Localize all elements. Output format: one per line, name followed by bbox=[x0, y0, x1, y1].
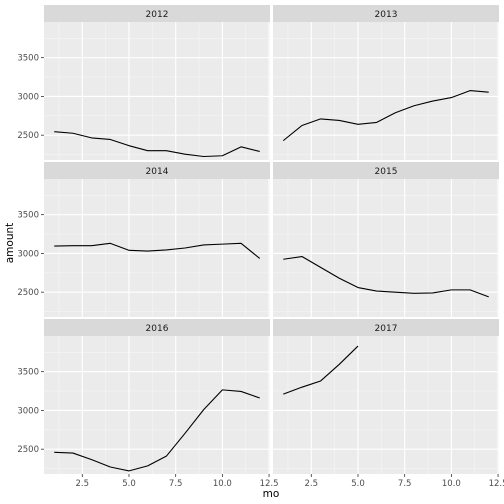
facet-2017: 2017 2.5 5.0 7.5 10.0 12.5 bbox=[273, 319, 504, 489]
facet-strip-label: 2016 bbox=[146, 324, 169, 334]
series-line-2016 bbox=[54, 389, 260, 472]
y-tick-label: 2500 bbox=[17, 445, 39, 455]
panel-background bbox=[273, 22, 499, 160]
series-line-2013 bbox=[282, 90, 489, 142]
x-tick-label: 5.0 bbox=[351, 479, 365, 489]
series-line-2012 bbox=[54, 131, 260, 158]
y-tick-label: 3500 bbox=[17, 368, 39, 378]
y-tick-label: 3000 bbox=[17, 249, 39, 259]
y-tick-label: 2500 bbox=[17, 288, 39, 298]
facet-2012: 2012 2500 3000 3500 bbox=[17, 5, 270, 160]
facet-strip-label: 2013 bbox=[375, 10, 398, 20]
series-line-2014 bbox=[54, 242, 261, 259]
facet-2016: 2016 2500 3000 3500 2.5 5.0 7.5 10.0 12.5 bbox=[17, 319, 279, 489]
x-tick-label: 2.5 bbox=[305, 479, 319, 489]
facet-strip bbox=[273, 319, 499, 336]
panel-background bbox=[44, 179, 270, 317]
panel-background bbox=[273, 336, 499, 474]
facet-strip bbox=[44, 319, 270, 336]
y-tick-label: 2500 bbox=[17, 131, 39, 141]
panel-background bbox=[44, 336, 270, 474]
y-tick-label: 3000 bbox=[17, 92, 39, 102]
facet-2014: 2014 2500 3000 3500 bbox=[17, 162, 270, 317]
facet-strip-label: 2014 bbox=[146, 167, 169, 177]
facet-strip bbox=[273, 162, 499, 179]
facet-strip bbox=[44, 162, 270, 179]
y-tick-label: 3000 bbox=[17, 406, 39, 416]
series-line-2015 bbox=[283, 255, 489, 298]
panel-background bbox=[44, 22, 270, 160]
facet-2013: 2013 bbox=[273, 5, 499, 160]
x-tick-label: 12.5 bbox=[489, 479, 504, 489]
facet-strip-label: 2012 bbox=[146, 10, 169, 20]
facet-strip bbox=[44, 5, 270, 22]
y-tick-label: 3500 bbox=[17, 211, 39, 221]
x-tick-label: 7.5 bbox=[398, 479, 412, 489]
x-tick-label: 7.5 bbox=[169, 479, 183, 489]
x-tick-label: 10.0 bbox=[442, 479, 461, 489]
facet-2015: 2015 bbox=[273, 162, 499, 317]
facet-strip-label: 2017 bbox=[375, 324, 398, 334]
facet-strip bbox=[273, 5, 499, 22]
x-tick-label: 12.5 bbox=[260, 479, 279, 489]
panel-background bbox=[273, 179, 499, 317]
x-tick-label: 2.5 bbox=[76, 479, 90, 489]
y-axis-title: amount bbox=[4, 223, 16, 264]
x-tick-label: 10.0 bbox=[213, 479, 232, 489]
x-axis-title: mo bbox=[263, 488, 280, 500]
series-line-2017 bbox=[283, 345, 359, 395]
facet-strip-label: 2015 bbox=[375, 167, 398, 177]
y-tick-label: 3500 bbox=[17, 54, 39, 64]
x-tick-label: 5.0 bbox=[122, 479, 136, 489]
facet-panels: 2012 2500 3000 3500 2013 2014 2500 3000 3500 2015… bbox=[17, 5, 504, 489]
